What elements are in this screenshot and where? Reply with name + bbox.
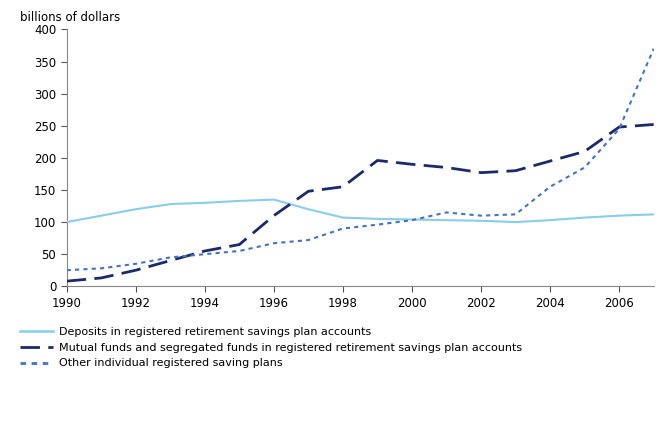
Text: billions of dollars: billions of dollars (20, 11, 120, 24)
Legend: Deposits in registered retirement savings plan accounts, Mutual funds and segreg: Deposits in registered retirement saving… (20, 328, 522, 368)
